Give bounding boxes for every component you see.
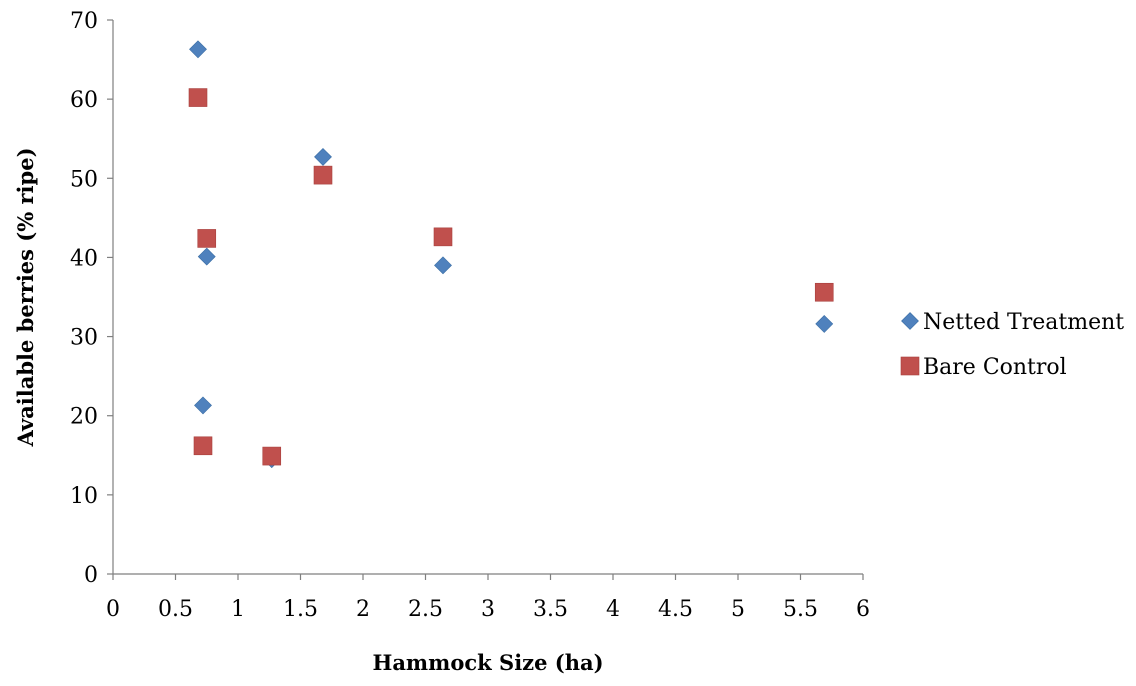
y-tick-label: 70 (70, 9, 98, 34)
legend: Netted Treatment Bare Control (900, 310, 1124, 380)
bare-control-point (188, 88, 208, 107)
y-ticks: 0 10 20 30 40 50 60 70 (70, 9, 113, 588)
bare-control-point (197, 229, 217, 248)
bare-control-point (814, 282, 834, 302)
data-points (188, 40, 834, 469)
y-tick-label: 10 (70, 484, 98, 509)
y-tick-label: 30 (70, 326, 98, 351)
legend-label: Bare Control (923, 355, 1067, 380)
y-tick-label: 40 (70, 246, 98, 271)
x-tick-label: 0.5 (158, 597, 193, 622)
netted-treatment-point (189, 40, 207, 59)
x-tick-label: 0 (106, 597, 120, 622)
bare-control-point (262, 446, 282, 466)
y-axis-title: Available berries (% ripe) (13, 147, 38, 447)
y-tick-label: 0 (84, 563, 98, 588)
x-tick-label: 1.5 (283, 597, 318, 622)
x-tick-label: 5.5 (783, 597, 818, 622)
bare-control-point (193, 436, 213, 456)
x-tick-label: 2.5 (408, 597, 443, 622)
netted-treatment-point (194, 396, 212, 415)
axes (112, 20, 863, 575)
legend-marker-netted-treatment (901, 312, 919, 330)
x-tick-label: 4 (606, 597, 620, 622)
x-tick-label: 4.5 (658, 597, 693, 622)
y-tick-label: 20 (70, 405, 98, 430)
y-tick-label: 60 (70, 88, 98, 113)
x-tick-label: 3 (481, 597, 495, 622)
bare-control-point (433, 227, 453, 247)
x-tick-label: 3.5 (533, 597, 568, 622)
x-tick-label: 5 (731, 597, 745, 622)
x-axis-title: Hammock Size (ha) (372, 650, 603, 675)
x-tick-label: 2 (356, 597, 370, 622)
x-tick-label: 6 (856, 597, 870, 622)
netted-treatment-point (197, 247, 216, 266)
y-tick-label: 50 (70, 167, 98, 192)
x-ticks: 0 0.5 1 1.5 2 2.5 3 3.5 4 4.5 5 5.5 6 (106, 574, 870, 622)
netted-treatment-point (314, 147, 332, 166)
legend-label: Netted Treatment (923, 310, 1124, 335)
bare-control-point (313, 165, 333, 185)
legend-marker-bare-control (900, 356, 920, 376)
netted-treatment-point (434, 256, 452, 275)
x-tick-label: 1 (231, 597, 245, 622)
netted-treatment-point (815, 314, 834, 333)
